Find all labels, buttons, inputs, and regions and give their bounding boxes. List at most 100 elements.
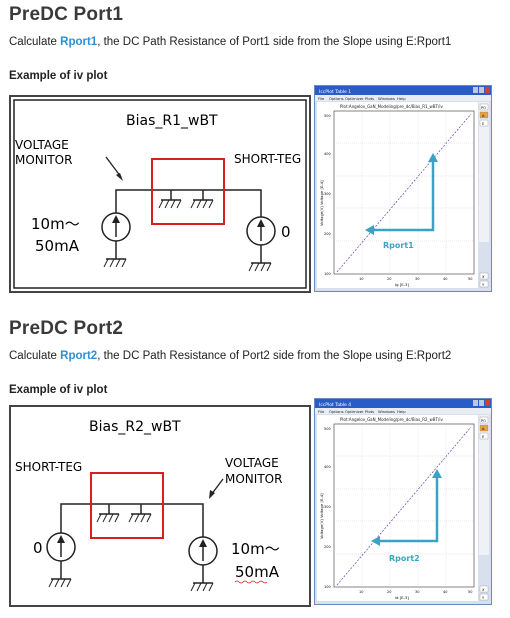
rport2-link[interactable]: Rport2 bbox=[60, 350, 98, 362]
side-button[interactable] bbox=[479, 119, 489, 127]
y-tick-label: 400 bbox=[324, 465, 331, 469]
rport-annotation: Rport1 bbox=[383, 241, 414, 250]
side-button[interactable] bbox=[479, 432, 489, 440]
side-button[interactable] bbox=[479, 424, 489, 432]
source-value: 50mA bbox=[235, 563, 280, 581]
y-tick-label: 100 bbox=[324, 272, 331, 276]
source-value: 0 bbox=[281, 223, 291, 241]
iv-plot-window-2[interactable]: IccPlot Table 4 File Options Optimizer P… bbox=[314, 398, 492, 605]
maximize-button[interactable] bbox=[479, 400, 484, 406]
desc-text: , the DC Path Resistance of Port2 side f… bbox=[97, 350, 452, 362]
y-tick-label: 300 bbox=[324, 505, 331, 509]
y-axis-button-label: Y bbox=[482, 283, 485, 287]
side-button-label: A bbox=[482, 427, 485, 431]
iv-curve bbox=[336, 426, 472, 586]
minimize-button[interactable] bbox=[473, 400, 478, 406]
source-value: 10m～ bbox=[231, 540, 280, 558]
voltage-monitor-label: MONITOR bbox=[225, 472, 282, 486]
y-axis-label: Voltage(V) Voltage [E-4] bbox=[319, 493, 324, 539]
x-tick-label: 40 bbox=[443, 590, 447, 594]
spellcheck-underline bbox=[234, 580, 268, 584]
iv-plot-svg-1: IccPlot Table 1 File Options Optimizer P… bbox=[315, 86, 491, 288]
side-button-label: A bbox=[482, 114, 485, 118]
minimize-button[interactable] bbox=[473, 87, 478, 93]
x-tick-label: 10 bbox=[359, 590, 363, 594]
section2-title: PreDC Port2 bbox=[9, 318, 124, 339]
side-button[interactable] bbox=[479, 111, 489, 119]
menu-optimizer[interactable]: Optimizer bbox=[345, 409, 364, 414]
close-button[interactable] bbox=[485, 400, 490, 406]
close-button[interactable] bbox=[485, 87, 490, 93]
rport-annotation: Rport2 bbox=[389, 554, 420, 563]
x-tick-label: 20 bbox=[387, 277, 391, 281]
circuit-svg-1: Bias_R1_wBT VOLTAGE MONITOR SHORT-TEG 10… bbox=[13, 99, 307, 289]
source-value: 10m～ bbox=[31, 215, 80, 233]
window-title: IccPlot Table 1 bbox=[319, 89, 351, 95]
y-axis-button[interactable] bbox=[479, 593, 489, 601]
side-button-label: E bbox=[482, 122, 484, 126]
menu-plots[interactable]: Plots bbox=[365, 96, 374, 101]
slope-indicator bbox=[371, 159, 435, 232]
y-axis-label: Voltage(V) Voltage [E-4] bbox=[319, 180, 324, 226]
rport1-link[interactable]: Rport1 bbox=[60, 36, 98, 48]
section2-example-label: Example of iv plot bbox=[9, 384, 108, 396]
circuit-diagram-2: Bias_R2_wBT SHORT-TEG VOLTAGE MONITOR 0 … bbox=[9, 405, 311, 607]
y-axis-button[interactable] bbox=[479, 280, 489, 288]
menu-options[interactable]: Options bbox=[329, 409, 344, 414]
x-axis-button-label: X bbox=[482, 588, 485, 592]
x-axis-button-label: X bbox=[482, 275, 485, 279]
iv-plot-window-1[interactable]: IccPlot Table 1 File Options Optimizer P… bbox=[314, 85, 492, 292]
menu-options[interactable]: Options bbox=[329, 96, 344, 101]
section1-example-label: Example of iv plot bbox=[9, 70, 108, 82]
x-axis-button[interactable] bbox=[479, 272, 489, 280]
short-teg-label: SHORT-TEG bbox=[234, 152, 301, 166]
voltage-monitor-label: MONITOR bbox=[15, 153, 72, 167]
source-value: 0 bbox=[33, 539, 43, 557]
iv-curve bbox=[336, 113, 472, 273]
desc-text: Calculate bbox=[9, 350, 61, 362]
circuit-diagram-1: Bias_R1_wBT VOLTAGE MONITOR SHORT-TEG 10… bbox=[9, 95, 311, 293]
x-tick-label: 40 bbox=[443, 277, 447, 281]
x-tick-label: 20 bbox=[387, 590, 391, 594]
dut-red-box bbox=[90, 472, 164, 539]
iv-plot-svg-2: IccPlot Table 4 File Options Optimizer P… bbox=[315, 399, 491, 601]
source-value: 50mA bbox=[35, 237, 80, 255]
circuit-name: Bias_R2_wBT bbox=[89, 419, 181, 435]
menu-help[interactable]: Help bbox=[397, 409, 406, 414]
x-axis-label: Ig [E-3] bbox=[395, 282, 409, 287]
slope-indicator bbox=[377, 475, 439, 543]
menu-plots[interactable]: Plots bbox=[365, 409, 374, 414]
menu-windows[interactable]: Windows bbox=[378, 96, 395, 101]
plot-title: Plot:Angelov_GaN_Modeling/pre_dc/Bias_R2… bbox=[340, 417, 443, 422]
y-tick-label: 300 bbox=[324, 192, 331, 196]
side-button-label: PO bbox=[481, 106, 486, 110]
x-tick-label: 50 bbox=[468, 277, 472, 281]
x-axis-button[interactable] bbox=[479, 585, 489, 593]
side-button-label: E bbox=[482, 435, 484, 439]
side-button[interactable] bbox=[479, 416, 489, 424]
circuit-svg-2: Bias_R2_wBT SHORT-TEG VOLTAGE MONITOR 0 … bbox=[15, 419, 282, 592]
menu-windows[interactable]: Windows bbox=[378, 409, 395, 414]
section1-title: PreDC Port1 bbox=[9, 4, 124, 25]
dut-red-box bbox=[151, 158, 225, 225]
y-tick-label: 200 bbox=[324, 232, 331, 236]
menu-file[interactable]: File bbox=[318, 96, 325, 101]
x-tick-label: 50 bbox=[468, 590, 472, 594]
short-teg-label: SHORT-TEG bbox=[15, 460, 82, 474]
section1-description: Calculate Rport1, the DC Path Resistance… bbox=[9, 36, 451, 48]
menu-help[interactable]: Help bbox=[397, 96, 406, 101]
section2-description: Calculate Rport2, the DC Path Resistance… bbox=[9, 350, 451, 362]
x-tick-label: 10 bbox=[359, 277, 363, 281]
x-axis-label: id [E-3] bbox=[395, 595, 409, 600]
menu-optimizer[interactable]: Optimizer bbox=[345, 96, 364, 101]
desc-text: Calculate bbox=[9, 36, 61, 48]
side-button[interactable] bbox=[479, 103, 489, 111]
desc-text: , the DC Path Resistance of Port1 side f… bbox=[97, 36, 452, 48]
y-tick-label: 400 bbox=[324, 152, 331, 156]
maximize-button[interactable] bbox=[479, 87, 484, 93]
plot-title: Plot:Angelov_GaN_Modeling/pre_dc/Bias_R1… bbox=[340, 104, 443, 109]
x-tick-label: 30 bbox=[415, 590, 419, 594]
voltage-monitor-label: VOLTAGE bbox=[225, 456, 279, 470]
menu-file[interactable]: File bbox=[318, 409, 325, 414]
circuit-name: Bias_R1_wBT bbox=[126, 113, 218, 129]
